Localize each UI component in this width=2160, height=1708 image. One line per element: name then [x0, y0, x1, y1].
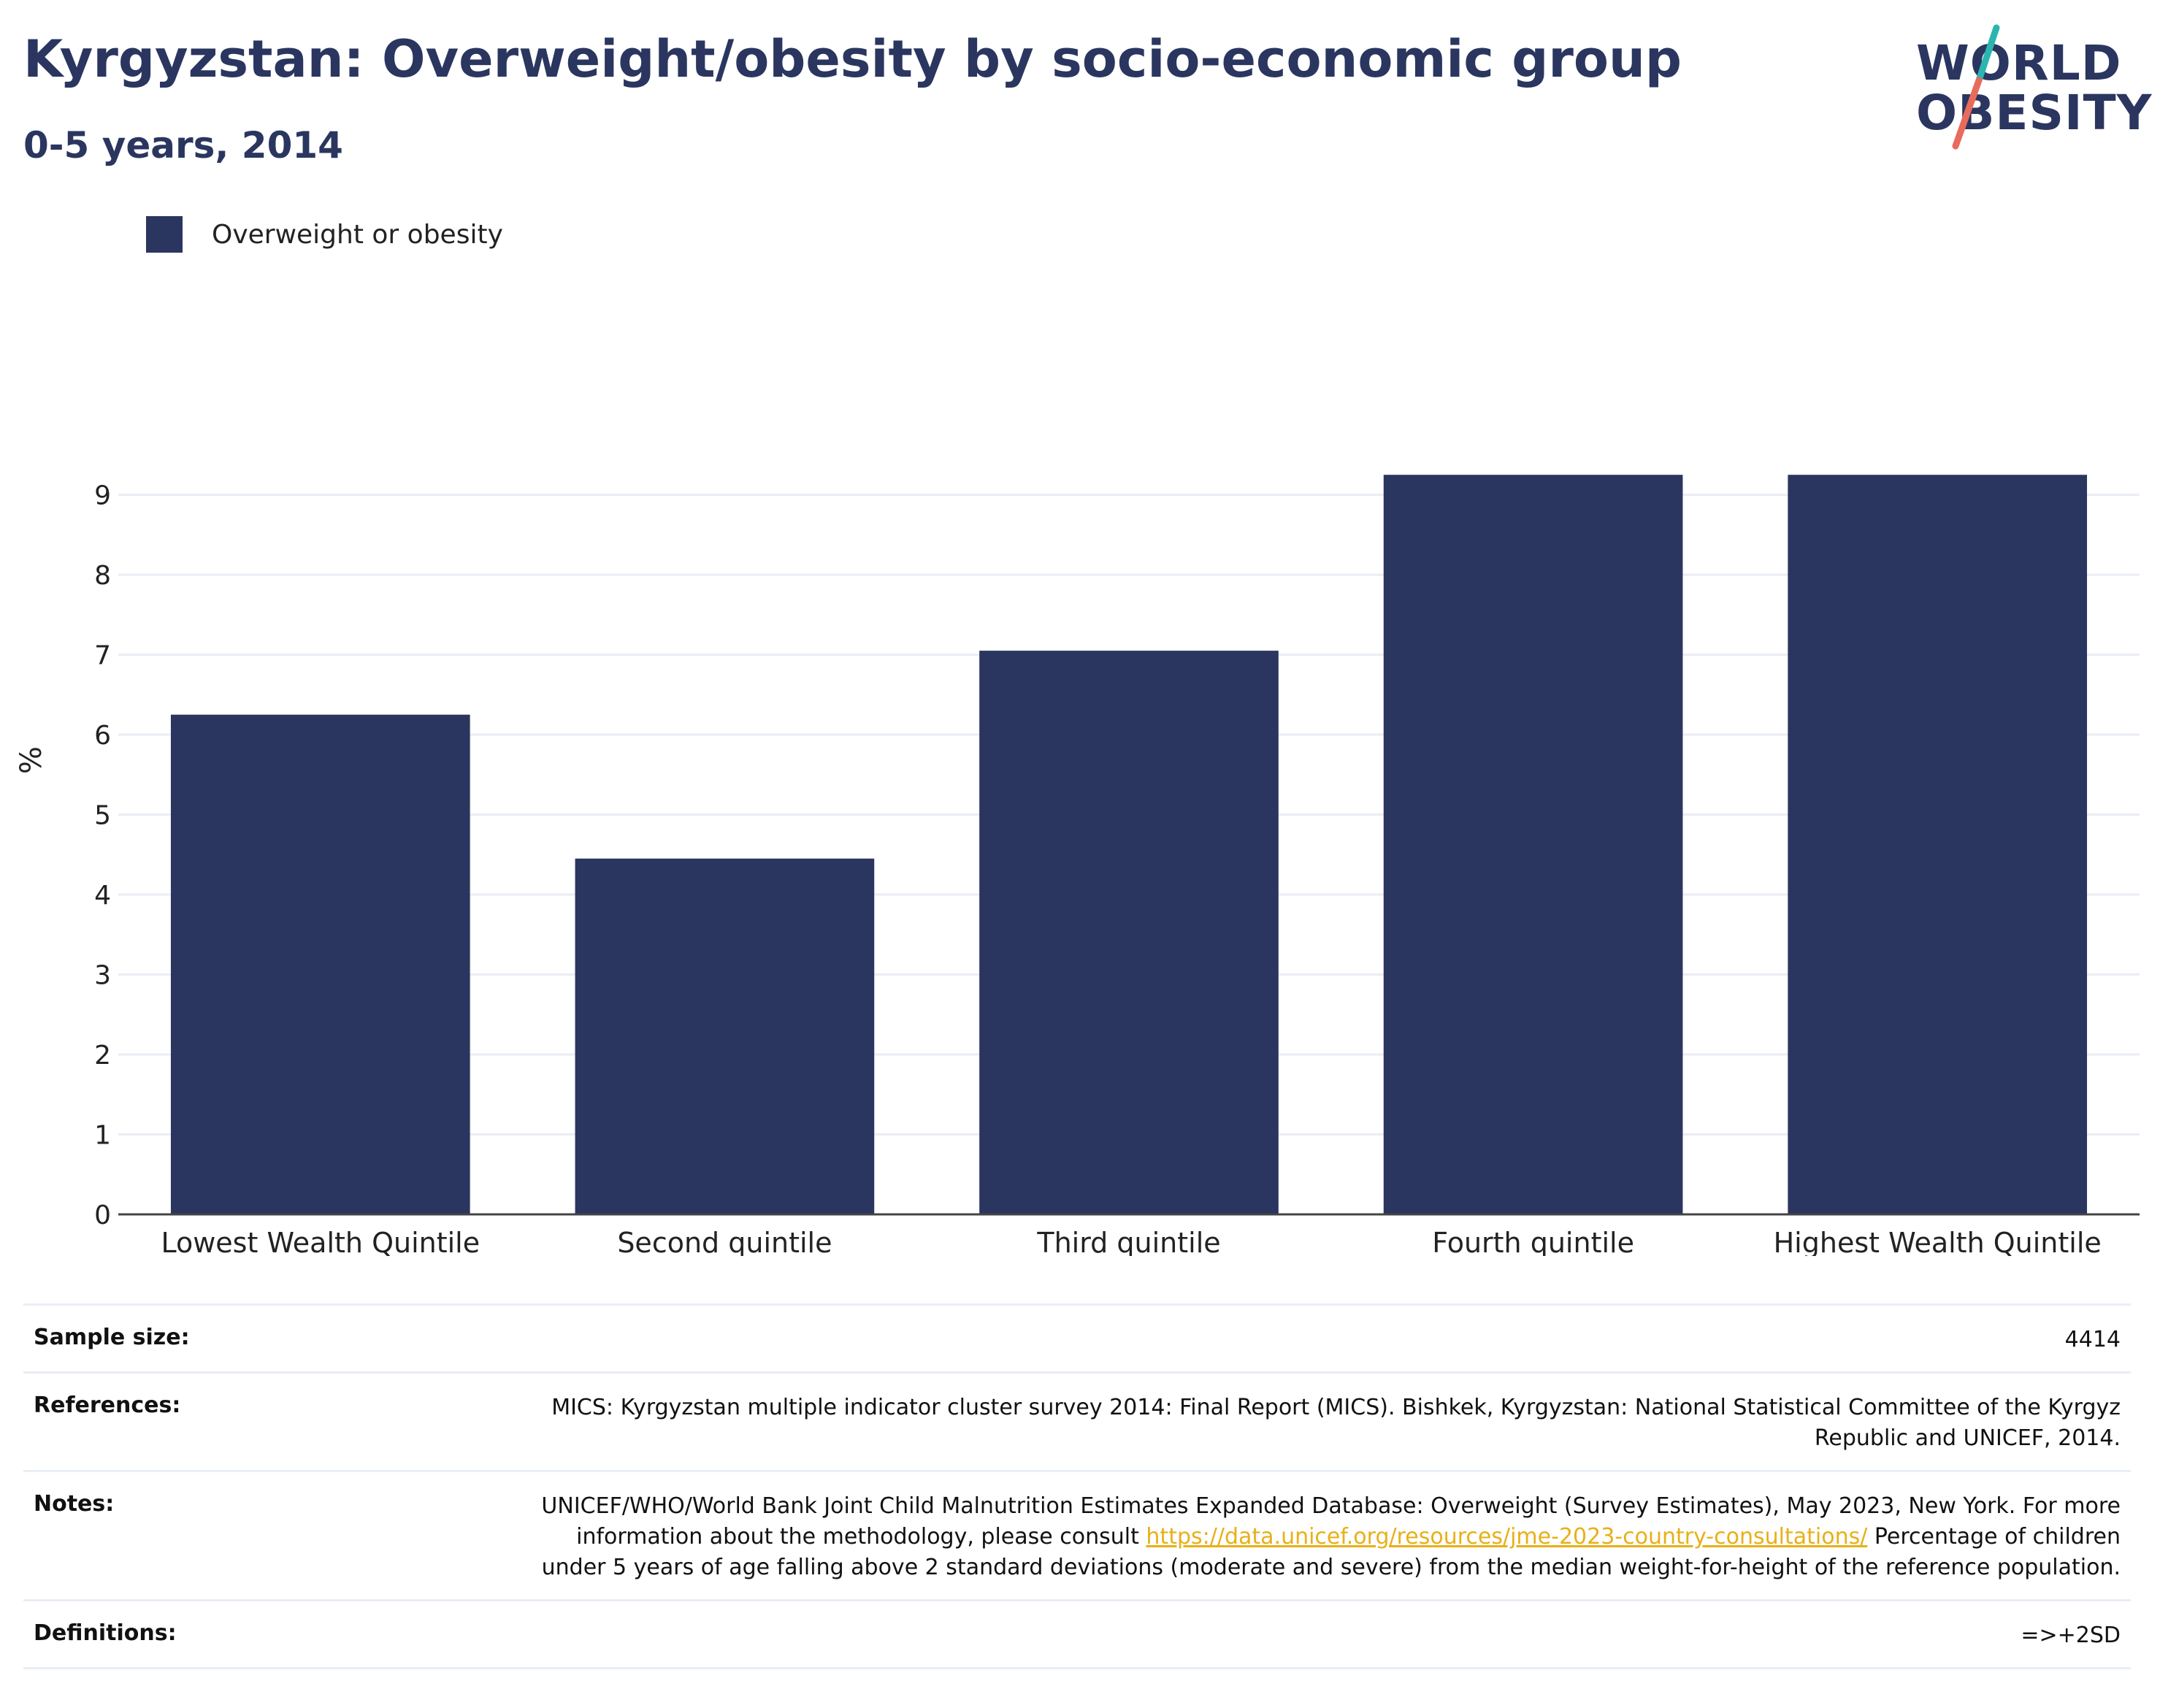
- notes-link[interactable]: https://data.unicef.org/resources/jme-20…: [1146, 1524, 1868, 1550]
- notes-label: Notes:: [34, 1491, 115, 1517]
- sample-size-row: Sample size: 4414: [23, 1303, 2131, 1371]
- legend-label: Overweight or obesity: [212, 219, 503, 250]
- legend: Overweight or obesity: [146, 216, 503, 253]
- logo-slash-icon: [1952, 24, 2000, 150]
- definitions-value: =>+2SD: [2021, 1623, 2121, 1648]
- chart-subtitle: 0-5 years, 2014: [23, 124, 343, 166]
- sample-size-value: 4414: [2064, 1327, 2121, 1352]
- references-row: References: MICS: Kyrgyzstan multiple in…: [23, 1371, 2131, 1470]
- x-tick-label-2: Second quintile: [617, 1227, 832, 1256]
- info-table: Sample size: 4414 References: MICS: Kyrg…: [23, 1303, 2131, 1669]
- x-tick-label-4: Fourth quintile: [1432, 1227, 1634, 1256]
- definitions-row: Definitions: =>+2SD: [23, 1599, 2131, 1669]
- bar-2: [575, 858, 875, 1214]
- bar-4: [1383, 475, 1683, 1214]
- notes-text-1: UNICEF/WHO/World Bank Joint Child Malnut…: [541, 1493, 2121, 1550]
- x-tick-label-1: Lowest Wealth Quintile: [161, 1227, 480, 1256]
- x-tick-label-3: Third quintile: [1036, 1227, 1220, 1256]
- logo-line-1: WORLD: [1916, 35, 2122, 91]
- legend-swatch: [146, 216, 183, 253]
- world-obesity-logo: WORLD OBESITY: [1906, 22, 2151, 153]
- references-label: References:: [34, 1393, 181, 1418]
- definitions-label: Definitions:: [34, 1620, 177, 1646]
- y-tick-label-7: 7: [94, 641, 111, 671]
- sample-size-label: Sample size:: [34, 1325, 190, 1350]
- chart-title: Kyrgyzstan: Overweight/obesity by socio-…: [23, 29, 1682, 89]
- bar-5: [1788, 475, 2088, 1214]
- x-tick-label-5: Highest Wealth Quintile: [1774, 1227, 2102, 1256]
- y-tick-label-0: 0: [94, 1200, 111, 1230]
- bar-3: [979, 651, 1279, 1214]
- y-tick-label-5: 5: [94, 801, 111, 831]
- references-value: MICS: Kyrgyzstan multiple indicator clus…: [551, 1395, 2121, 1451]
- y-tick-label-9: 9: [94, 481, 111, 511]
- y-tick-label-8: 8: [94, 561, 111, 591]
- y-tick-label-2: 2: [94, 1041, 111, 1071]
- y-tick-label-6: 6: [94, 721, 111, 751]
- y-tick-label-1: 1: [94, 1121, 111, 1151]
- bar-1: [170, 714, 470, 1214]
- logo-line-2: OBESITY: [1916, 85, 2153, 141]
- notes-row: Notes: UNICEF/WHO/World Bank Joint Child…: [23, 1470, 2131, 1599]
- notes-value: UNICEF/WHO/World Bank Joint Child Malnut…: [514, 1491, 2121, 1583]
- bar-chart: 0 1 2 3 4 5 6 7 8 9 Lowest Wealth Quintile Second q…: [94, 475, 2140, 1256]
- y-tick-label-3: 3: [94, 961, 111, 991]
- y-tick-label-4: 4: [94, 881, 111, 911]
- notes-text-2: Percentage of children under 5 years of …: [541, 1524, 2121, 1580]
